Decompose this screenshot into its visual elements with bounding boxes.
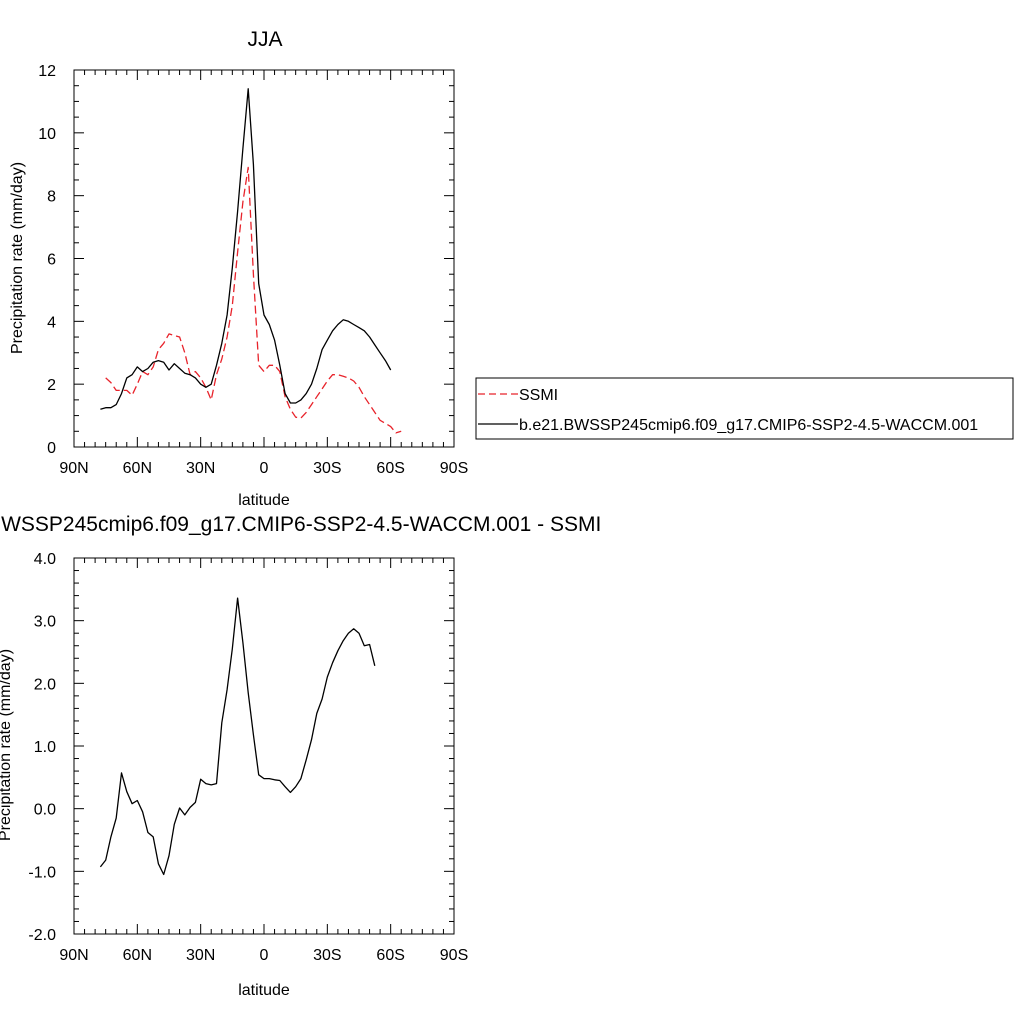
x-tick-label: 90N: [59, 947, 88, 964]
x-tick-label: 60N: [123, 947, 152, 964]
y-tick-label: 0.0: [34, 802, 56, 819]
x-tick-label: 30N: [186, 460, 215, 477]
plot-area-top: [100, 88, 402, 434]
x-tick-label: 60S: [376, 947, 404, 964]
chart-panel-bottom: b.e21.BWSSP245cmip6.f09_g17.CMIP6-SSP2-4…: [0, 513, 601, 999]
x-tick-label: 30S: [313, 460, 341, 477]
y-tick-label: 3.0: [34, 614, 56, 631]
y-tick-label: 4.0: [34, 551, 56, 568]
y-tick-label: -2.0: [28, 927, 56, 944]
y-axis-top: 0 2 4 6 8 10 12: [38, 63, 454, 457]
chart-title-bottom: b.e21.BWSSP245cmip6.f09_g17.CMIP6-SSP2-4…: [0, 513, 601, 536]
series-line-1-0: [99, 597, 376, 876]
x-tick-label: 90N: [59, 460, 88, 477]
legend-box: [475, 377, 1014, 440]
series-line-0-1: [100, 88, 392, 410]
x-tick-label: 30N: [186, 947, 215, 964]
y-tick-label: 0: [47, 440, 56, 457]
x-axis-bottom: 90N 60N 30N 0 30S 60S 90S: [59, 558, 468, 964]
chart-title-top: JJA: [247, 28, 282, 51]
x-tick-label: 90S: [440, 460, 468, 477]
y-tick-label: -1.0: [28, 864, 56, 881]
y-tick-label: 10: [38, 126, 56, 143]
x-tick-label: 60N: [123, 460, 152, 477]
plot-area-bottom: [99, 597, 376, 876]
x-tick-label: 0: [260, 460, 269, 477]
y-tick-label: 8: [47, 189, 56, 206]
y-tick-label: 6: [47, 252, 56, 269]
y-axis-label-top: Precipitation rate (mm/day): [9, 162, 26, 354]
x-axis-label-bottom: latitude: [238, 982, 290, 999]
x-axis-top: 90N 60N 30N 0 30S 60S 90S: [59, 70, 468, 477]
chart-panel-top: JJA Precipitation rate (mm/day) latitude…: [9, 28, 468, 509]
plot-frame-top: [73, 69, 455, 448]
x-tick-label: 0: [260, 947, 269, 964]
chart-legend: SSMI b.e21.BWSSP245cmip6.f09_g17.CMIP6-S…: [475, 377, 1014, 440]
y-axis-bottom: -2.0 -1.0 0.0 1.0 2.0 3.0 4.0: [28, 551, 454, 944]
y-tick-label: 2: [47, 377, 56, 394]
y-tick-label: 12: [38, 63, 56, 80]
x-tick-label: 30S: [313, 947, 341, 964]
y-tick-label: 1.0: [34, 739, 56, 756]
y-axis-label-bottom: Precipitation rate (mm/day): [0, 649, 14, 841]
x-tick-label: 60S: [376, 460, 404, 477]
y-tick-label: 4: [47, 314, 56, 331]
y-tick-label: 2.0: [34, 676, 56, 693]
plot-frame-bottom: [73, 557, 455, 935]
legend-label-ssmi: SSMI: [519, 387, 558, 404]
legend-label-model: b.e21.BWSSP245cmip6.f09_g17.CMIP6-SSP2-4…: [519, 417, 978, 434]
x-tick-label: 90S: [440, 947, 468, 964]
series-line-0-0: [105, 166, 402, 434]
x-axis-label-top: latitude: [238, 492, 290, 509]
